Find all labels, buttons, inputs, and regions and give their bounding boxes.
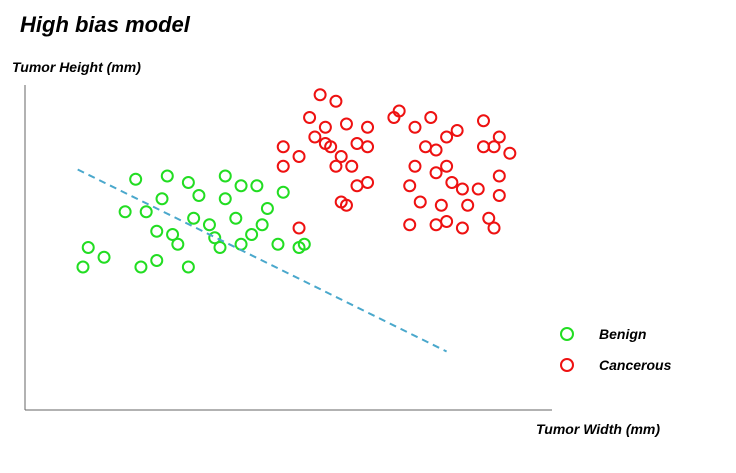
cancerous-point-17 xyxy=(318,137,332,150)
benign-point-24 xyxy=(250,179,264,193)
cancerous-point-48 xyxy=(429,218,443,232)
benign-point-4 xyxy=(129,172,143,186)
cancerous-point-0 xyxy=(276,140,290,154)
benign-point-8 xyxy=(155,192,169,206)
benign-point-29 xyxy=(271,237,285,251)
benign-point-12 xyxy=(171,237,185,251)
y-axis-label: Tumor Height (mm) xyxy=(12,59,141,75)
cancerous-point-3 xyxy=(276,159,290,173)
benign-point-17 xyxy=(208,231,222,245)
benign-point-11 xyxy=(181,176,195,189)
benign-point-7 xyxy=(134,260,148,274)
cancerous-point-25 xyxy=(408,159,422,173)
cancerous-point-14 xyxy=(350,179,364,193)
cancerous-point-21 xyxy=(361,120,375,134)
cancerous-point-30 xyxy=(429,166,443,180)
benign-point-25 xyxy=(245,228,259,241)
benign-point-3 xyxy=(118,205,132,219)
cancerous-point-40 xyxy=(471,182,485,196)
benign-point-28 xyxy=(276,185,290,199)
benign-point-22 xyxy=(234,237,248,251)
cancerous-point-35 xyxy=(445,176,459,189)
cancerous-point-24 xyxy=(408,120,422,134)
cancerous-point-39 xyxy=(476,140,490,154)
cancerous-point-20 xyxy=(339,198,353,212)
benign-point-9 xyxy=(160,169,174,183)
benign-point-16 xyxy=(202,218,216,232)
x-axis-label: Tumor Width (mm) xyxy=(536,421,661,437)
benign-point-32 xyxy=(150,254,164,267)
cancerous-point-47 xyxy=(403,218,417,232)
cancerous-point-4 xyxy=(303,111,317,124)
benign-point-26 xyxy=(255,218,269,232)
benign-point-5 xyxy=(139,205,153,219)
cancerous-point-7 xyxy=(318,120,332,134)
benign-point-27 xyxy=(260,202,274,215)
cancerous-point-36 xyxy=(450,124,464,137)
benign-point-18 xyxy=(218,169,232,183)
cancerous-point-6 xyxy=(313,88,327,102)
cancerous-point-50 xyxy=(455,221,469,235)
cancerous-point-11 xyxy=(350,137,364,150)
cancerous-point-5 xyxy=(308,130,322,144)
cancerous-point-46 xyxy=(492,189,506,202)
cancerous-point-43 xyxy=(492,130,506,144)
cancerous-point-45 xyxy=(503,146,517,160)
cancerous-point-52 xyxy=(487,221,501,235)
cancerous-point-38 xyxy=(461,198,475,212)
cancerous-point-37 xyxy=(455,182,469,196)
benign-point-21 xyxy=(229,211,243,225)
cancerous-point-51 xyxy=(482,211,496,225)
cancerous-point-44 xyxy=(492,169,506,183)
legend-marker-cancerous xyxy=(560,357,574,372)
benign-point-13 xyxy=(192,189,206,202)
benign-point-14 xyxy=(187,211,201,225)
cancerous-point-10 xyxy=(339,117,353,131)
cancerous-point-27 xyxy=(419,140,433,154)
benign-point-20 xyxy=(218,192,232,206)
legend-marker-benign xyxy=(560,326,574,341)
cancerous-point-42 xyxy=(487,140,501,154)
benign-point-2 xyxy=(97,250,111,264)
cancerous-point-13 xyxy=(345,159,359,173)
chart-marks xyxy=(76,88,517,353)
cancerous-point-31 xyxy=(429,143,443,157)
cancerous-point-32 xyxy=(434,198,448,212)
benign-point-1 xyxy=(76,260,90,274)
cancerous-point-9 xyxy=(334,150,348,163)
cancerous-point-49 xyxy=(440,215,454,228)
benign-point-19 xyxy=(213,241,227,254)
cancerous-point-23 xyxy=(392,104,406,118)
decision-boundary-line xyxy=(77,168,448,353)
cancerous-point-15 xyxy=(361,176,375,189)
cancerous-point-28 xyxy=(413,195,427,209)
cancerous-point-41 xyxy=(476,114,490,128)
cancerous-point-29 xyxy=(424,111,438,124)
cancerous-point-18 xyxy=(329,159,343,173)
benign-point-15 xyxy=(181,260,195,274)
legend: Benign Cancerous xyxy=(560,318,671,380)
legend-item-cancerous: Cancerous xyxy=(560,349,671,380)
benign-point-0 xyxy=(81,241,95,254)
cancerous-point-33 xyxy=(440,159,454,173)
benign-point-23 xyxy=(234,179,248,193)
legend-label-cancerous: Cancerous xyxy=(599,356,672,373)
legend-label-benign: Benign xyxy=(599,325,647,342)
cancerous-point-8 xyxy=(329,94,343,108)
chart-title: High bias model xyxy=(20,12,190,37)
cancerous-point-34 xyxy=(440,130,454,144)
cancerous-point-26 xyxy=(403,179,417,193)
cancerous-point-12 xyxy=(361,140,375,154)
benign-point-10 xyxy=(166,228,180,241)
benign-point-6 xyxy=(150,224,164,238)
legend-item-benign: Benign xyxy=(560,318,671,349)
cancerous-point-16 xyxy=(292,221,306,235)
benign-point-31 xyxy=(297,237,311,251)
cancerous-point-1 xyxy=(292,150,306,163)
